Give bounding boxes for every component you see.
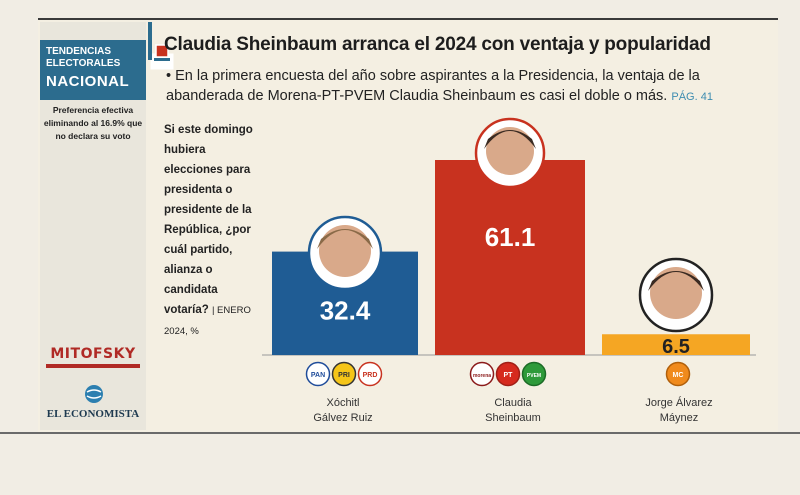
- page-ref: PÁG. 41: [671, 91, 713, 103]
- party-logo-prd: [357, 361, 383, 387]
- party-logo-mc: [665, 361, 691, 387]
- portrait-face-galvez: [319, 225, 371, 277]
- party-label-prd: PRD: [363, 372, 378, 379]
- pollster-logo-underline: [46, 364, 140, 368]
- outlet-logo: EL ECONOMISTA: [46, 408, 140, 420]
- party-logo-morena: [469, 361, 495, 387]
- title-accent: [148, 22, 152, 60]
- ballot-box-icon: [150, 44, 174, 70]
- party-logo-pan: [305, 361, 331, 387]
- candidate-name-galvez: Xóchitl Gálvez Ruiz: [298, 396, 388, 426]
- party-logo-pvem: [521, 361, 547, 387]
- party-label-morena: morena: [473, 373, 491, 379]
- question-text: Si este domingo hubiera elecciones para …: [164, 124, 253, 316]
- candidate-name-sheinbaum: Claudia Sheinbaum: [468, 396, 558, 426]
- bar-maynez: [602, 334, 750, 355]
- subtitle: • En la primera encuesta del año sobre a…: [166, 66, 766, 107]
- party-label-pt: PT: [504, 372, 514, 379]
- candidate-maynez-line2: Máynez: [659, 412, 699, 424]
- pollster-logo: MITOFSKY: [50, 346, 136, 362]
- value-label-maynez: 6.5: [662, 336, 690, 358]
- portrait-face-sheinbaum: [486, 127, 534, 175]
- brand-line2: ELECTORALES: [46, 58, 121, 69]
- party-logo-pri: [331, 361, 357, 387]
- brand-line1: TENDENCIAS: [46, 46, 112, 57]
- candidate-sheinbaum-line1: Claudia: [494, 397, 532, 409]
- party-logo-pt: [495, 361, 521, 387]
- question-note: | ENERO 2024, %: [164, 305, 251, 337]
- portrait-hair-galvez: [317, 229, 373, 249]
- value-label-galvez: 32.4: [320, 296, 371, 326]
- candidate-name-maynez: Jorge Álvarez Máynez: [624, 396, 734, 426]
- section-brand: TENDENCIAS ELECTORALES NACIONAL: [40, 40, 174, 100]
- candidate-sheinbaum-line2: Sheinbaum: [485, 412, 541, 424]
- party-label-pan: PAN: [311, 372, 325, 379]
- bottom-rule: [0, 432, 800, 434]
- portrait-hair-sheinbaum: [484, 130, 536, 149]
- candidate-maynez-line1: Jorge Álvarez: [645, 397, 713, 409]
- party-label-pvem: PVEM: [527, 373, 541, 379]
- brand-line3: NACIONAL: [46, 73, 130, 90]
- bar-sheinbaum: [435, 160, 585, 355]
- infographic-frame: [38, 18, 778, 434]
- subtitle-text: • En la primera encuesta del año sobre a…: [166, 68, 700, 104]
- value-label-sheinbaum: 61.1: [485, 222, 536, 252]
- page-title: Claudia Sheinbaum arranca el 2024 con ve…: [164, 34, 711, 55]
- poll-question: Si este domingo hubiera elecciones para …: [164, 120, 260, 342]
- portrait-hair-maynez: [648, 271, 704, 291]
- party-label-pri: PRI: [338, 372, 350, 379]
- preference-note: Preferencia efectiva eliminando al 16.9%…: [43, 105, 143, 141]
- portrait-face-maynez: [650, 267, 702, 319]
- candidate-galvez-line1: Xóchitl: [326, 397, 360, 409]
- globe-icon: [85, 385, 103, 403]
- candidate-galvez-line2: Gálvez Ruiz: [313, 412, 373, 424]
- party-label-mc: MC: [673, 372, 684, 379]
